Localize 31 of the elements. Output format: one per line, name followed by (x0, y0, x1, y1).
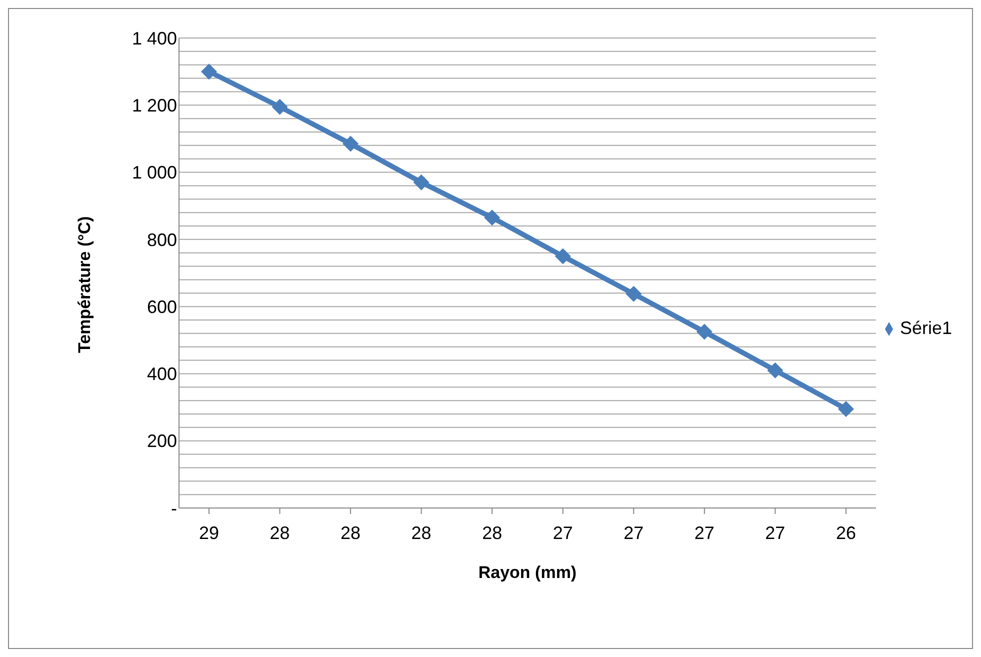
point (554, 248, 571, 264)
x-tick-label: 28 (411, 522, 432, 543)
y-tick-label: 400 (146, 364, 177, 384)
y-tick-label: 1 400 (132, 28, 177, 48)
point (767, 362, 784, 378)
point (696, 324, 712, 340)
y-tick-label: 600 (146, 296, 177, 317)
point (201, 64, 217, 80)
y-tick-label: - (171, 498, 177, 518)
legend-label: Série1 (900, 318, 952, 338)
point (272, 98, 288, 115)
x-tick-label: 26 (836, 522, 856, 543)
x-tick-label: 27 (552, 522, 573, 543)
point (413, 174, 430, 190)
x-tick-label: 28 (340, 522, 361, 543)
x-tick-label: 28 (270, 522, 290, 543)
y-tick-label: 200 (146, 431, 177, 452)
x-tick-label: 27 (624, 522, 644, 543)
point (626, 286, 642, 302)
y-tick-label: 1 000 (132, 162, 177, 183)
y-tick-label: 1 200 (132, 96, 177, 116)
y-tick-label: 800 (146, 230, 177, 250)
point (484, 210, 500, 226)
x-axis-title: Rayon (mm) (478, 563, 577, 582)
y-axis-title: Température (°C) (75, 216, 94, 353)
x-tick-label: 29 (198, 522, 220, 543)
x-tick-label: 27 (694, 522, 714, 543)
x-tick-label: 28 (482, 522, 502, 543)
point (838, 400, 854, 417)
point (342, 136, 359, 152)
x-tick-label: 27 (765, 522, 786, 543)
